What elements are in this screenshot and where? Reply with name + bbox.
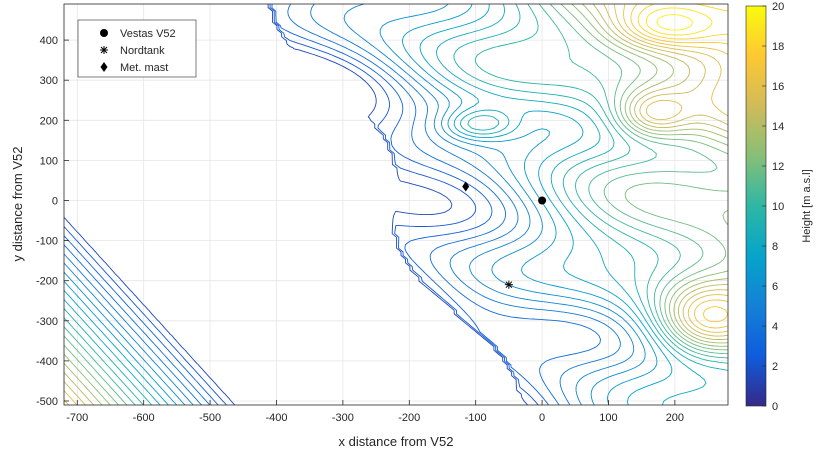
colorbar-tick-label: 8 — [772, 241, 778, 253]
plot-border — [63, 3, 729, 406]
y-tick-label: -300 — [36, 316, 58, 328]
marker-vestas-v52 — [538, 196, 547, 205]
x-tick-label: 0 — [539, 412, 545, 424]
grid-lines — [64, 4, 728, 405]
x-tick-label: -400 — [265, 412, 287, 424]
x-tick-label: 200 — [666, 412, 684, 424]
contour-level — [64, 4, 673, 405]
x-tick-label: -300 — [332, 412, 354, 424]
y-tick-label: 0 — [52, 195, 58, 207]
contour-level — [64, 4, 728, 405]
colorbar-label: Height [m a.s.l] — [801, 169, 813, 242]
contour-level — [64, 4, 728, 405]
legend-box — [77, 19, 197, 78]
colorbar-tick-label: 6 — [772, 281, 778, 293]
marker-nordtank — [504, 280, 513, 289]
y-tick-label: 200 — [40, 115, 58, 127]
contour-level — [64, 4, 728, 405]
y-tick-label: 400 — [40, 35, 58, 47]
colorbar-tick-label: 14 — [772, 121, 784, 133]
contour-level — [64, 4, 646, 405]
legend: Vestas V52 Nordtank Met. mast — [77, 19, 197, 78]
contour-level — [64, 4, 621, 405]
x-axis-label: x distance from V52 — [339, 434, 454, 449]
contour-level — [64, 4, 635, 405]
colorbar-tick-label: 10 — [772, 201, 784, 213]
y-axis-label: y distance from V52 — [10, 147, 25, 262]
y-tick-label: -200 — [36, 276, 58, 288]
legend-symbol — [100, 29, 108, 37]
colorbar: 0 2 4 6 8 10 12 14 16 18 20 Height [m a.s.l] — [745, 1, 813, 413]
x-tick-label: -100 — [465, 412, 487, 424]
x-axis: -700 -600 -500 -400 -300 -200 -100 0 100 200 — [66, 400, 684, 424]
colorbar-tick-label: 2 — [772, 361, 778, 373]
x-tick-label: -700 — [66, 412, 88, 424]
contour-level — [64, 4, 529, 405]
colorbar-tick-label: 12 — [772, 161, 784, 173]
legend-label: Vestas V52 — [120, 28, 176, 40]
contour-level — [64, 4, 728, 405]
y-axis: -500 -400 -300 -200 -100 0 100 200 300 400 — [36, 35, 69, 408]
y-tick-label: -400 — [36, 356, 58, 368]
contour-lines — [64, 4, 728, 405]
legend-symbol — [100, 46, 108, 54]
contour-level — [64, 4, 601, 405]
contour-level — [64, 4, 728, 405]
contour-level — [64, 4, 728, 405]
contour-level — [645, 7, 713, 36]
contour-level — [64, 4, 707, 405]
y-tick-label: 100 — [40, 155, 58, 167]
x-tick-label: -500 — [199, 412, 221, 424]
contour-level — [64, 4, 658, 405]
x-tick-label: 100 — [599, 412, 617, 424]
contour-level — [64, 4, 728, 405]
contour-level — [656, 14, 694, 31]
colorbar-tick-label: 18 — [772, 41, 784, 53]
contour-level — [64, 4, 550, 405]
contour-level — [630, 4, 728, 323]
y-tick-label: -100 — [36, 236, 58, 248]
legend-symbol — [100, 62, 108, 72]
legend-label: Nordtank — [120, 45, 165, 57]
y-tick-label: 300 — [40, 75, 58, 87]
site-markers — [462, 181, 547, 289]
contour-level — [64, 4, 539, 405]
contour-level — [64, 4, 728, 405]
marker-met-mast — [462, 181, 470, 192]
colorbar-tick-label: 20 — [772, 1, 784, 13]
contour-level — [64, 4, 728, 405]
x-tick-label: -600 — [133, 412, 155, 424]
contour-level — [64, 4, 728, 405]
colorbar-tick-label: 4 — [772, 321, 778, 333]
colorbar-tick-label: 0 — [772, 401, 778, 413]
legend-label: Met. mast — [120, 62, 168, 74]
x-tick-label: -200 — [398, 412, 420, 424]
y-tick-label: -500 — [36, 396, 58, 408]
contour-level — [64, 4, 728, 405]
colorbar-tick-label: 16 — [772, 81, 784, 93]
